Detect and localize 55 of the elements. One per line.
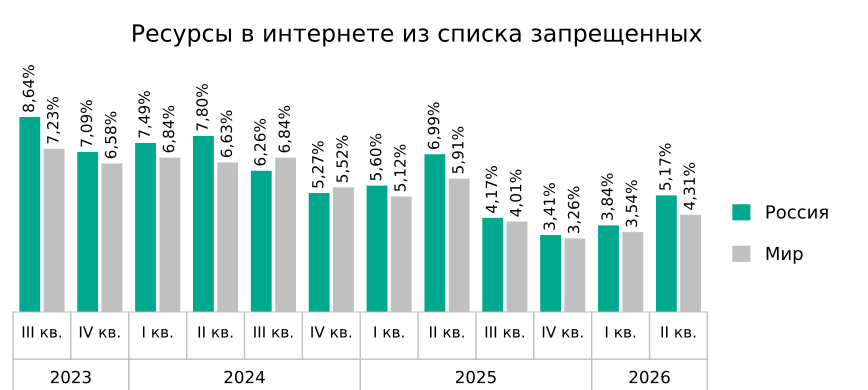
bar [135,142,156,312]
x-tick-label: I кв. [374,326,404,338]
data-label: 6,99% [428,102,441,150]
bar [656,195,677,312]
data-label: 4,17% [486,166,499,213]
bar [424,154,446,312]
legend-label: Мир [766,246,803,264]
bar [482,218,504,312]
data-label: 7,09% [80,100,94,147]
text: 2024 [224,370,265,384]
data-label: 5,27% [312,141,326,188]
text: 2023 [50,370,91,384]
bar [19,117,40,312]
x-tick-label: III кв. [486,326,524,338]
data-label: 7,23% [46,96,60,144]
data-label: 3,54% [626,180,639,227]
text: 2025 [456,370,496,384]
bar [598,225,619,312]
data-label: 6,26% [254,118,268,166]
x-tick-label: III кв. [22,326,62,338]
data-label: 3,41% [543,183,557,230]
x-tick-label: II кв. [430,326,464,338]
data-label: 7,80% [196,84,210,131]
x-tick-label: I кв. [606,326,636,338]
bar [77,152,98,312]
data-label: 6,84% [162,106,176,152]
x-tick-label: IV кв. [542,326,583,338]
data-label: 6,63% [220,110,234,158]
bar [250,170,272,312]
data-label: 8,64% [22,65,36,112]
x-tick-label: III кв. [254,326,292,338]
data-label: 6,84% [278,106,292,152]
data-label: 5,60% [370,134,383,180]
bar [540,235,562,312]
x-tick-label: I кв. [142,326,172,338]
bar [192,136,214,312]
bar [366,186,388,312]
text: 2026 [630,370,670,384]
legend-label: Россия [766,205,828,219]
data-label: 6,58% [104,112,118,158]
data-label: 7,49% [138,91,152,138]
bar [308,193,330,312]
x-tick-label: IV кв. [80,326,120,338]
data-label: 4,31% [684,162,697,210]
data-label: 5,12% [394,144,408,192]
data-label: 5,52% [336,136,350,182]
x-tick-label: IV кв. [311,326,352,338]
data-label: 5,17% [659,143,672,190]
data-label: 3,84% [601,173,614,220]
data-label: 4,01% [510,170,524,217]
data-label: 3,26% [568,186,581,234]
chart-title: Ресурсы в интернете из списка запрещенных [133,24,702,47]
x-tick-label: II кв. [198,326,232,338]
x-tick-label: II кв. [662,326,696,338]
data-label: 5,91% [452,126,466,174]
